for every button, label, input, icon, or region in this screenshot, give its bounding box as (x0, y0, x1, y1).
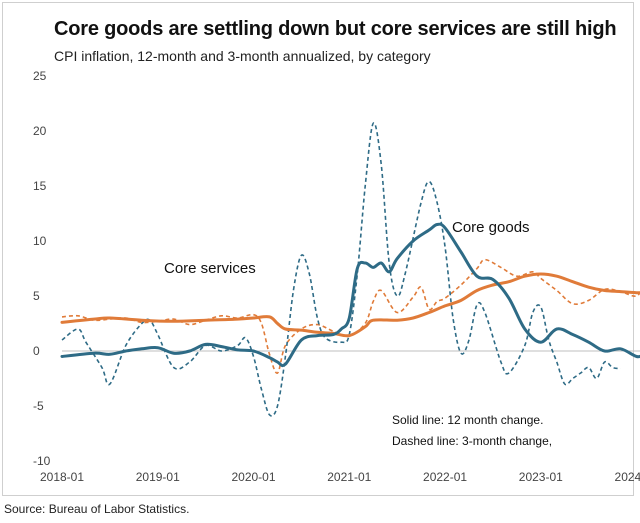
chart-subtitle: CPI inflation, 12-month and 3-month annu… (54, 48, 431, 64)
chart-frame (2, 2, 634, 496)
x-axis: 2018-01 2019-01 2020-01 2021-01 2022-01 2023-… (40, 470, 640, 484)
series-line-core-goods-12-month-change (60, 222, 640, 368)
y-tick-label: 0 (33, 344, 40, 358)
annotation-dashed-line: Dashed line: 3-month change, (392, 434, 552, 448)
y-axis: 25 20 15 10 5 0 -5 -10 (33, 69, 51, 468)
y-tick-label: -5 (33, 399, 44, 413)
y-tick-label: -10 (33, 454, 51, 468)
series-line-core-services-3-month-change (61, 258, 640, 374)
x-tick-label: 2021-01 (327, 470, 371, 484)
x-tick-label: 2024-01 (615, 470, 640, 484)
x-tick-label: 2018-01 (40, 470, 84, 484)
x-tick-label: 2019-01 (136, 470, 180, 484)
x-tick-label: 2022-01 (423, 470, 467, 484)
chart-title: Core goods are settling down but core se… (54, 18, 617, 40)
x-tick-label: 2020-01 (231, 470, 275, 484)
y-tick-label: 20 (33, 124, 47, 138)
y-tick-label: 15 (33, 179, 47, 193)
y-tick-label: 25 (33, 69, 47, 83)
series-line-core-services-12-month-change (60, 272, 640, 338)
x-tick-label: 2023-01 (519, 470, 563, 484)
series-line-core-goods-3-month-change (61, 122, 621, 417)
source-note: Source: Bureau of Labor Statistics. (4, 502, 190, 516)
series-lines (60, 122, 640, 417)
series-label-core-goods: Core goods (452, 219, 530, 236)
y-tick-label: 5 (33, 289, 40, 303)
series-label-core-services: Core services (164, 260, 256, 277)
annotation-solid-line: Solid line: 12 month change. (392, 413, 543, 427)
y-tick-label: 10 (33, 234, 47, 248)
